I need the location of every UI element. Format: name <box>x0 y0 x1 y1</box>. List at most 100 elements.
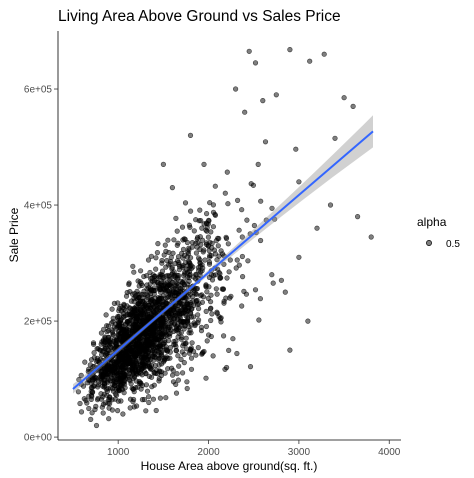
data-point <box>191 228 197 234</box>
data-point <box>138 268 144 274</box>
data-point <box>85 377 92 383</box>
data-point <box>155 241 161 247</box>
data-point <box>139 382 145 389</box>
data-point <box>296 254 302 260</box>
data-point <box>181 360 187 366</box>
data-point <box>187 291 193 297</box>
data-point <box>167 349 173 355</box>
data-point <box>220 286 226 292</box>
data-point <box>173 215 179 221</box>
data-point <box>154 280 160 286</box>
data-point <box>321 51 327 57</box>
data-point <box>213 238 219 244</box>
data-point <box>252 60 259 66</box>
data-point <box>137 335 143 341</box>
data-point <box>143 408 149 414</box>
data-point <box>193 250 199 256</box>
data-point <box>139 397 145 403</box>
data-point <box>137 302 143 308</box>
data-point <box>188 255 194 261</box>
data-point <box>188 366 195 372</box>
y-tick-label: 2e+05 <box>24 317 53 328</box>
data-point <box>233 265 239 271</box>
data-point <box>159 257 165 264</box>
data-point <box>182 341 188 347</box>
data-point <box>96 359 102 366</box>
data-point <box>156 334 162 340</box>
data-point <box>162 289 168 295</box>
data-point <box>172 321 178 327</box>
data-point <box>193 299 199 305</box>
data-point <box>100 394 106 400</box>
data-point <box>224 169 230 175</box>
data-point <box>160 359 167 365</box>
data-point <box>184 274 191 280</box>
data-point <box>134 288 140 295</box>
data-point <box>197 207 203 213</box>
data-point <box>214 291 220 297</box>
data-point <box>144 388 151 394</box>
data-point <box>198 328 205 334</box>
data-point <box>128 317 134 323</box>
data-point <box>239 253 245 260</box>
data-point <box>133 295 139 301</box>
data-point <box>222 190 228 196</box>
data-point <box>114 315 121 321</box>
data-point <box>148 362 155 368</box>
data-point <box>341 95 347 101</box>
data-point <box>152 295 158 301</box>
data-point <box>129 328 135 334</box>
data-point <box>95 382 101 388</box>
data-point <box>244 217 250 223</box>
data-point <box>189 240 195 246</box>
data-point <box>115 332 121 338</box>
data-point <box>234 350 240 357</box>
data-point <box>119 359 125 365</box>
data-point <box>163 395 169 401</box>
data-point <box>109 368 115 374</box>
data-point <box>88 416 94 423</box>
data-points <box>75 46 374 429</box>
data-point <box>142 341 148 348</box>
data-point <box>138 367 144 373</box>
data-point <box>171 237 177 243</box>
data-point <box>170 368 176 374</box>
data-point <box>204 338 210 344</box>
data-point <box>183 313 189 319</box>
data-point <box>174 228 180 234</box>
data-point <box>78 409 85 415</box>
data-point <box>130 263 136 269</box>
data-point <box>171 328 177 335</box>
data-point <box>149 327 155 333</box>
data-point <box>165 237 171 243</box>
data-point <box>146 394 152 400</box>
data-point <box>278 277 285 283</box>
data-point <box>100 410 106 416</box>
legend-title: alpha <box>417 215 447 229</box>
data-point <box>164 280 170 286</box>
data-point <box>236 227 242 233</box>
data-point <box>101 381 108 387</box>
data-point <box>145 349 151 355</box>
data-point <box>255 161 261 167</box>
data-point <box>239 207 245 213</box>
data-point <box>197 260 203 266</box>
data-point <box>195 312 201 318</box>
data-point <box>165 327 171 333</box>
data-point <box>197 272 203 279</box>
chart-title: Living Area Above Ground vs Sales Price <box>58 8 341 25</box>
data-point <box>89 389 96 395</box>
data-point <box>150 354 156 360</box>
data-point <box>88 357 95 363</box>
data-point <box>224 364 230 371</box>
data-point <box>305 318 311 324</box>
data-point <box>208 292 214 298</box>
data-point <box>149 374 155 380</box>
data-point <box>102 334 108 340</box>
data-point <box>250 182 256 188</box>
data-point <box>105 386 111 392</box>
data-point <box>217 275 223 281</box>
data-point <box>216 314 222 320</box>
data-point <box>205 234 211 240</box>
data-point <box>172 341 178 348</box>
